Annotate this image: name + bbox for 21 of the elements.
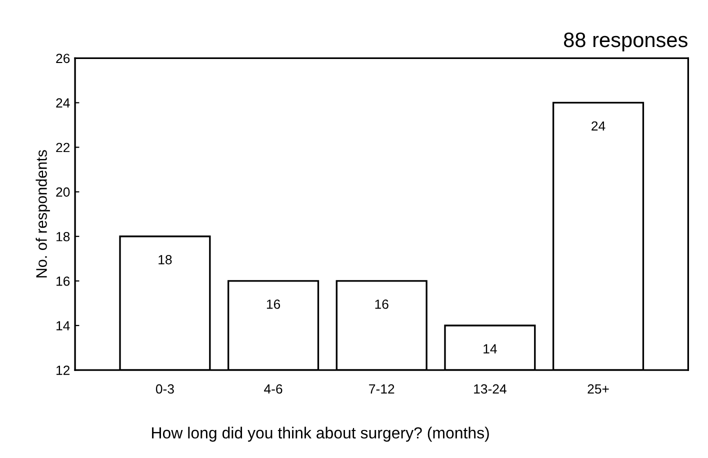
data-label: 18	[158, 255, 172, 264]
x-tick-label: 13-24	[474, 384, 506, 394]
y-tick-label: 14	[56, 321, 70, 330]
y-tick-label: 18	[56, 232, 70, 242]
y-tick-label: 12	[56, 366, 70, 375]
chart-title: 88 responses	[564, 32, 688, 52]
x-tick-label: 4-6	[264, 384, 282, 394]
x-axis-title: How long did you think about surgery? (months)	[152, 426, 489, 442]
y-tick-label: 20	[56, 187, 70, 197]
data-label: 16	[375, 300, 388, 309]
x-tick-label: 0-3	[156, 384, 174, 394]
y-tick-label: 16	[56, 276, 70, 286]
y-tick-label: 26	[56, 54, 70, 64]
x-tick-label: 7-12	[369, 384, 394, 394]
x-tick-label: 25+	[588, 384, 609, 394]
data-label: 24	[592, 121, 606, 131]
y-axis-title: No. of respondents	[36, 150, 50, 278]
y-tick-label: 24	[56, 98, 70, 108]
y-tick-label: 22	[56, 142, 70, 152]
data-label: 16	[266, 300, 280, 309]
data-label: 14	[484, 344, 497, 354]
